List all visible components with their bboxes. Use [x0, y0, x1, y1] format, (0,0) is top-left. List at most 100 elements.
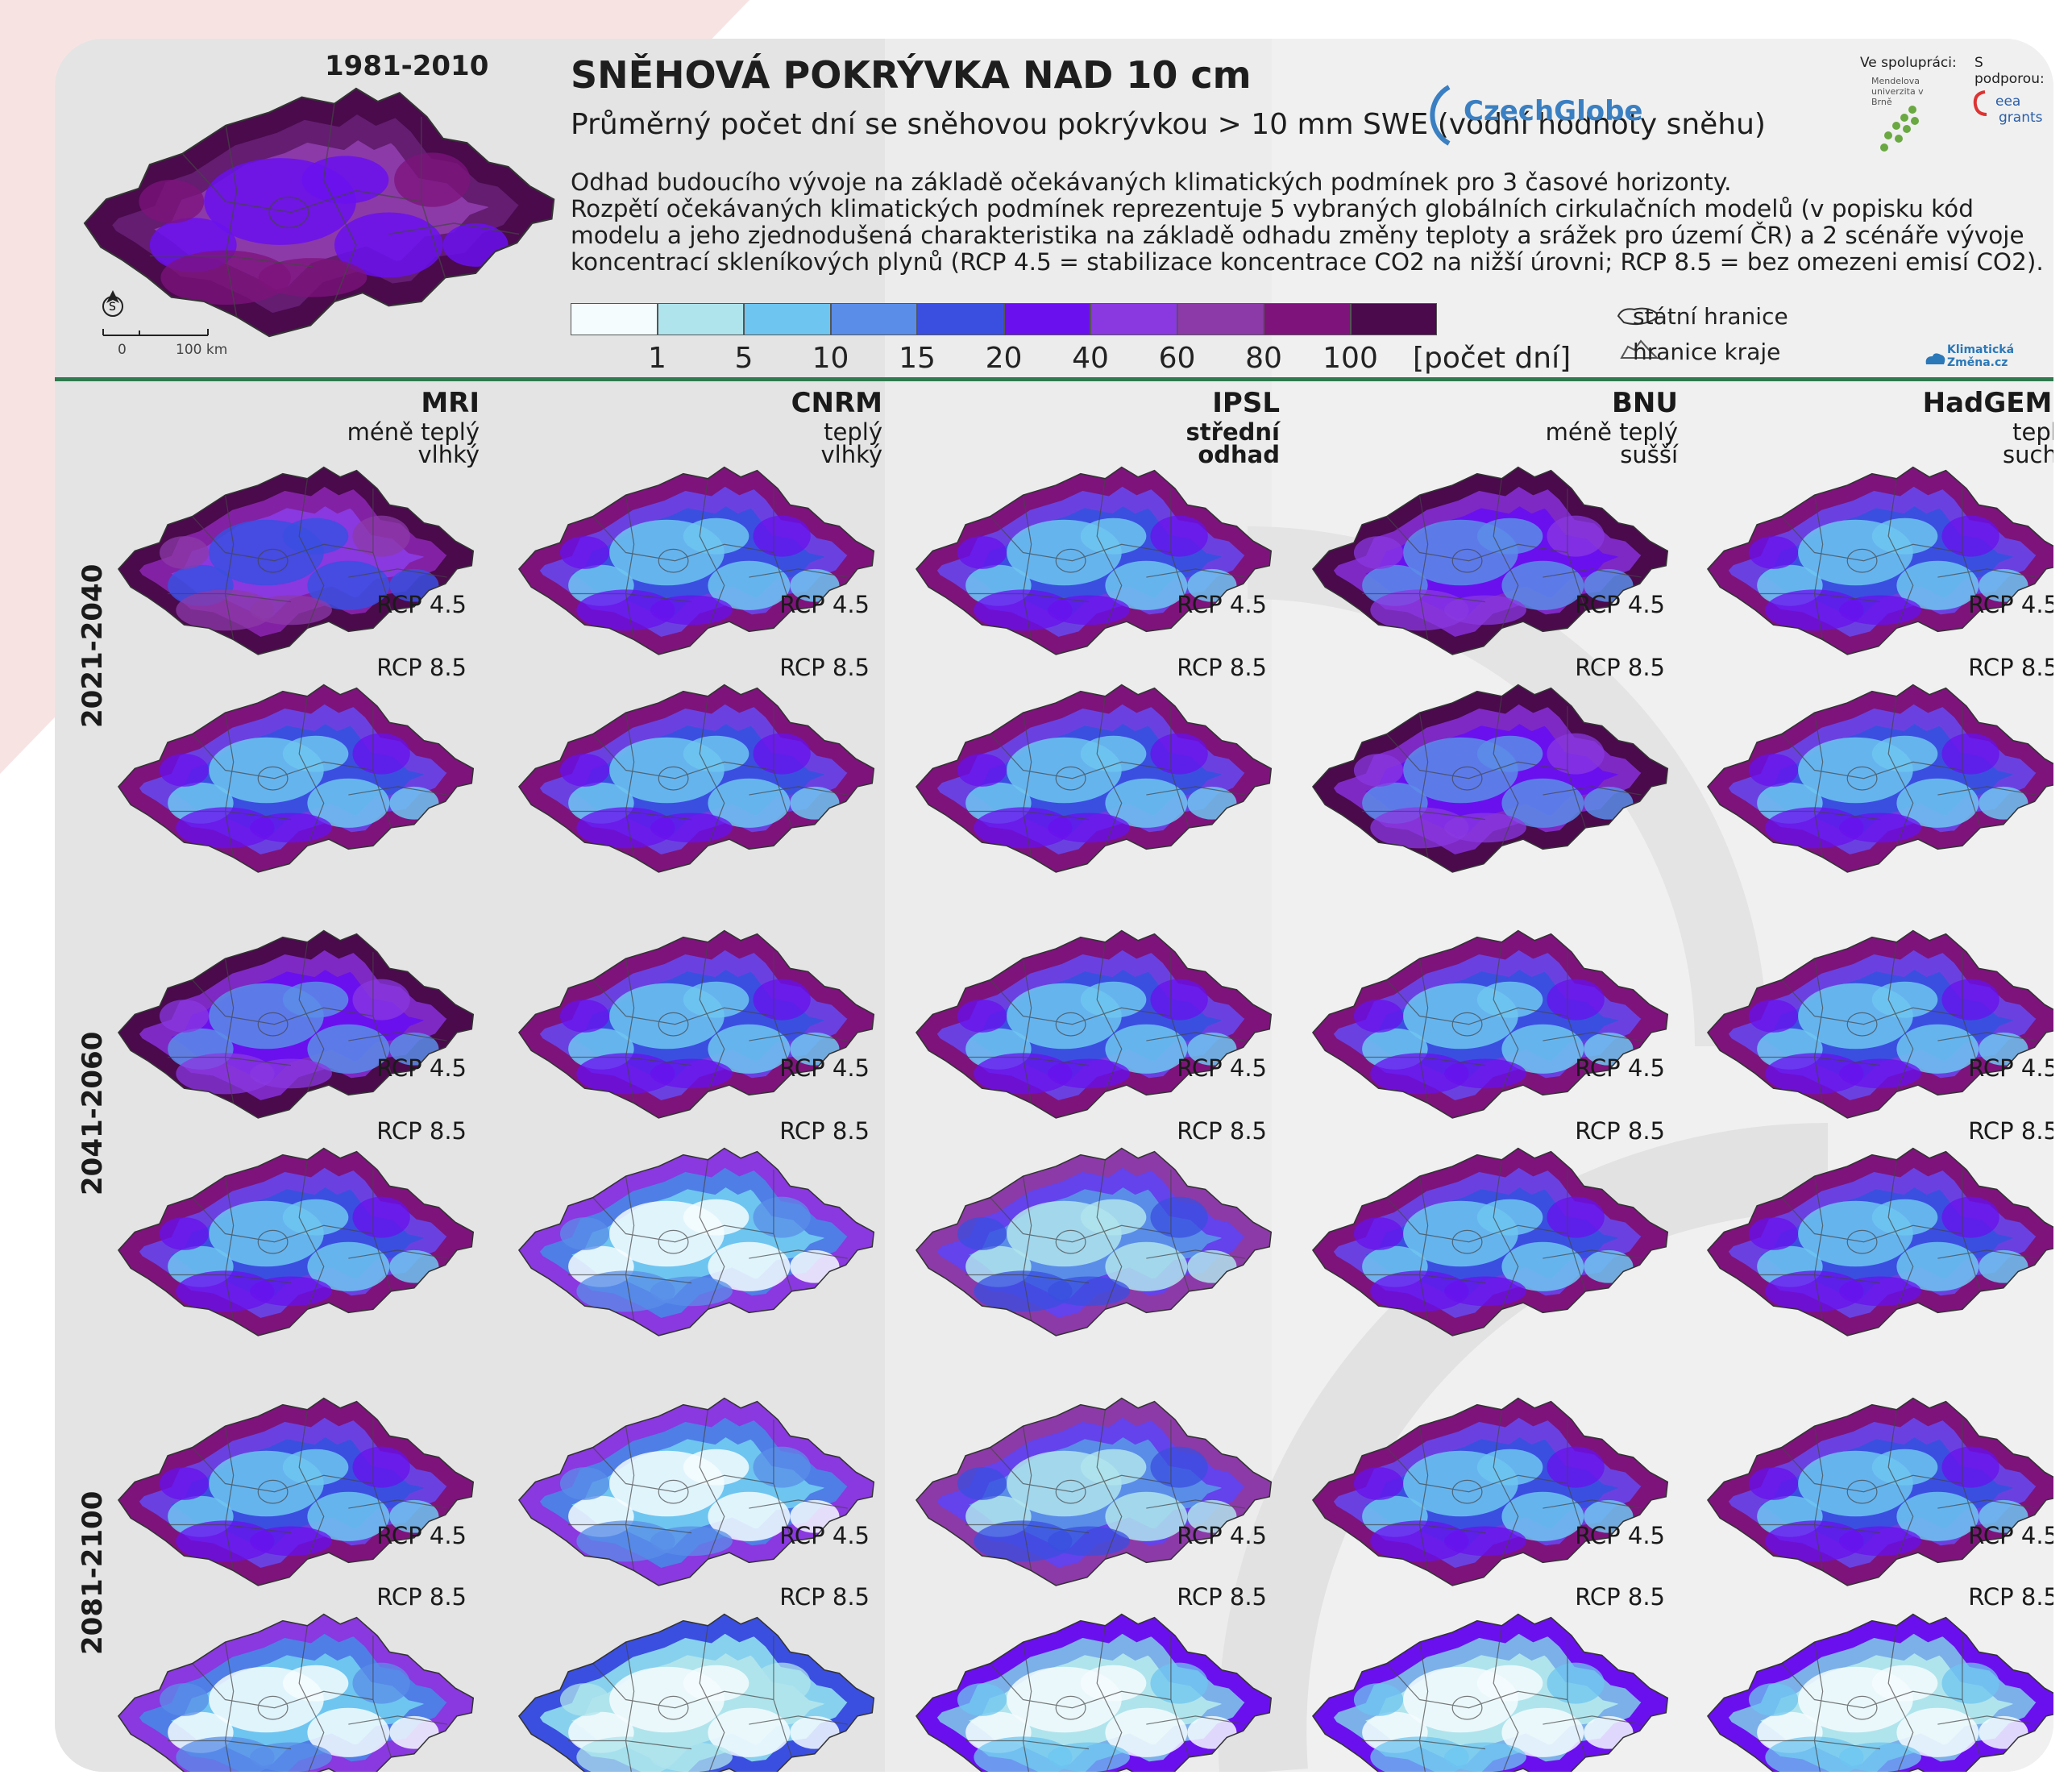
legend-tick-label: 20 [985, 342, 1023, 375]
snow-cover-map [1311, 684, 1669, 873]
scenario-label: RCP 8.5 [1575, 1117, 1665, 1145]
scenario-label: RCP 8.5 [779, 1117, 870, 1145]
snow-cover-map [517, 684, 875, 873]
legend-color-box [1264, 303, 1351, 335]
snow-cover-map [1706, 1397, 2053, 1586]
snow-cover-map [517, 1147, 875, 1336]
snow-cover-map [517, 929, 875, 1119]
snow-cover-map [117, 929, 475, 1119]
scenario-label: RCP 4.5 [779, 1054, 870, 1082]
scenario-label: RCP 8.5 [1968, 654, 2053, 681]
header-divider [55, 377, 2053, 381]
legend-tick-label: 10 [812, 342, 849, 375]
model-code: CNRM [791, 387, 882, 419]
legend-color-box [744, 303, 831, 335]
scenario-label: RCP 8.5 [376, 1117, 467, 1145]
snow-cover-map [1311, 1397, 1669, 1586]
region-outline-icon [1620, 339, 1659, 359]
model-characteristic: teplý [2012, 418, 2053, 446]
state-border-label: státní hranice [1633, 303, 1788, 330]
legend-tick-label: 100 [1323, 342, 1378, 375]
snow-cover-map [1311, 1147, 1669, 1336]
partner-label: Ve spolupráci: [1860, 55, 1957, 71]
model-characteristic: vlhký [417, 441, 480, 468]
snow-cover-map [117, 466, 475, 655]
description-line: Rozpětí očekávaných klimatických podmíne… [571, 195, 1974, 222]
snow-cover-map [517, 466, 875, 655]
cloud-icon [1925, 353, 1945, 364]
scenario-label: RCP 8.5 [779, 654, 870, 681]
snow-cover-map [1706, 684, 2053, 873]
snow-cover-map [915, 1147, 1273, 1336]
scenario-label: RCP 4.5 [1575, 1522, 1665, 1549]
scenario-label: RCP 8.5 [1968, 1117, 2053, 1145]
page-subtitle: Průměrný počet dní se sněhovou pokrývkou… [571, 108, 1766, 141]
scenario-label: RCP 8.5 [1177, 654, 1267, 681]
period-label: 2041-2060 [77, 1031, 109, 1195]
snow-cover-map [915, 929, 1273, 1119]
snow-cover-map [1706, 929, 2053, 1119]
mendel-logo: Mendelova univerzita v Brně [1871, 76, 1924, 107]
north-arrow-icon: S [102, 290, 209, 336]
grants-logo: grants [1999, 110, 2043, 126]
description-line: Odhad budoucího vývoje na základě očekáv… [571, 168, 1732, 196]
scenario-label: RCP 4.5 [1575, 591, 1665, 618]
scenario-label: RCP 4.5 [1968, 591, 2053, 618]
scenario-label: RCP 8.5 [779, 1583, 870, 1611]
model-code: HadGEM2 [1922, 387, 2053, 419]
legend-color-box [1177, 303, 1264, 335]
snow-cover-map [83, 87, 555, 338]
scenario-label: RCP 4.5 [376, 591, 467, 618]
partner-logos [1430, 85, 1451, 146]
snow-cover-map [915, 684, 1273, 873]
country-outline-icon [1617, 307, 1659, 326]
snow-cover-map [517, 1397, 875, 1586]
poster-panel: 1981-2010 SNĚHOVÁ POKRÝVKA NAD 10 cm Prů… [55, 39, 2053, 1772]
eea-logo: eea [1995, 94, 2021, 110]
legend-color-box [1090, 303, 1177, 335]
model-code: MRI [421, 387, 480, 419]
snow-cover-map [1311, 929, 1669, 1119]
snow-cover-map [1311, 1613, 1669, 1772]
snow-cover-map [915, 1613, 1273, 1772]
model-characteristic: střední [1185, 418, 1280, 446]
baseline-period-label: 1981-2010 [325, 50, 489, 82]
description-line: koncentrací skleníkových plynů (RCP 4.5 … [571, 248, 2044, 276]
legend-tick-label: 60 [1158, 342, 1196, 375]
czechglobe-logo: CzechGlobe [1464, 95, 1643, 127]
eea-grants-icon [1973, 90, 1987, 116]
snow-cover-map [117, 1613, 475, 1772]
scenario-label: RCP 4.5 [1177, 1522, 1267, 1549]
scenario-label: RCP 4.5 [1968, 1522, 2053, 1549]
scale-zero-label: 0 [118, 342, 127, 358]
region-border-label: hranice kraje [1633, 339, 1781, 365]
description: Odhad budoucího vývoje na základě očekáv… [571, 169, 2045, 276]
snow-cover-map [517, 1613, 875, 1772]
legend-color-box [830, 303, 917, 335]
scenario-label: RCP 4.5 [779, 1522, 870, 1549]
scenario-label: RCP 4.5 [1968, 1054, 2053, 1082]
legend-tick-label: 40 [1072, 342, 1109, 375]
model-characteristic: suchý [2003, 441, 2053, 468]
support-label: S podporou: [1974, 55, 2045, 87]
legend-color-box [1003, 303, 1090, 335]
zmena-logo: Změna.cz [1947, 356, 2008, 369]
scenario-label: RCP 8.5 [376, 654, 467, 681]
snow-cover-map [1311, 466, 1669, 655]
period-label: 2081-2100 [77, 1490, 109, 1655]
legend-color-box [657, 303, 744, 335]
scale-bar-label: 100 km [176, 342, 228, 358]
legend-color-box [1350, 303, 1437, 335]
klimaticka-logo: Klimatická [1947, 343, 2015, 356]
snow-cover-map [1706, 1147, 2053, 1336]
description-line: modelu a jeho zjednodušená charakteristi… [571, 222, 2024, 249]
scenario-label: RCP 8.5 [376, 1583, 467, 1611]
snow-cover-map [117, 1397, 475, 1586]
scenario-label: RCP 4.5 [1575, 1054, 1665, 1082]
model-characteristic: méně teplý [347, 418, 480, 446]
legend-tick-label: 5 [734, 342, 754, 375]
scenario-label: RCP 8.5 [1575, 1583, 1665, 1611]
svg-text:S: S [109, 301, 116, 314]
model-characteristic: méně teplý [1545, 418, 1678, 446]
snow-cover-map [1706, 466, 2053, 655]
